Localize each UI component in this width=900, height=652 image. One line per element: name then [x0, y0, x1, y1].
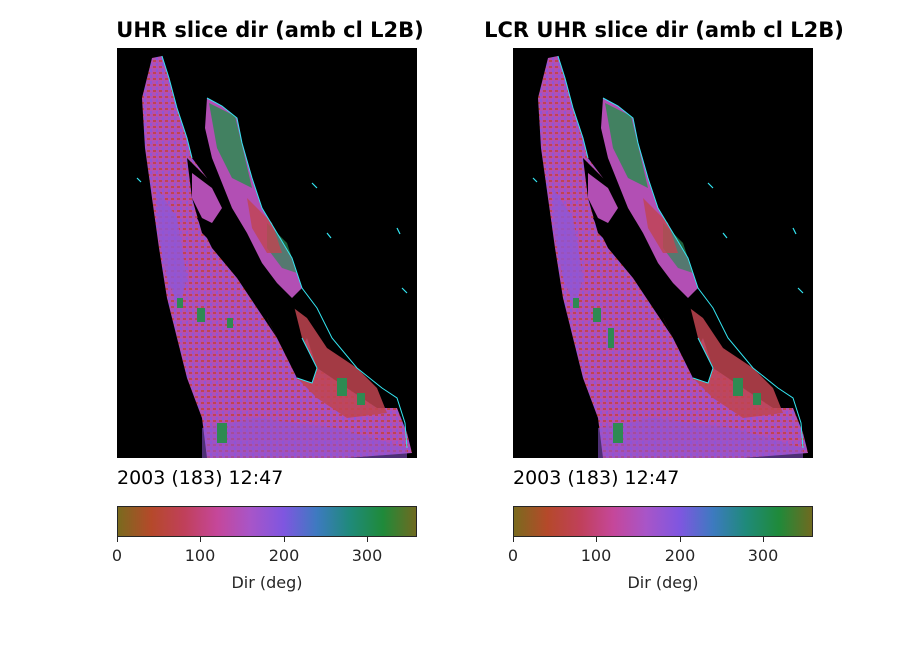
swath-main	[142, 56, 412, 458]
wind-direction-map	[117, 48, 417, 458]
coastline	[161, 55, 408, 449]
map-svg	[136, 55, 412, 458]
colorbar-label: Dir (deg)	[231, 573, 303, 592]
colorbar-tick-label: 200	[268, 546, 300, 565]
timestamp: 2003 (183) 12:47	[513, 467, 680, 489]
colorbar	[117, 506, 417, 537]
panel-title: LCR UHR slice dir (amb cl L2B)	[484, 18, 844, 42]
right-panel: LCR UHR slice dir (amb cl L2B)	[444, 0, 884, 652]
colorbar-tick	[596, 537, 597, 542]
colorbar-tick-label: 100	[580, 546, 612, 565]
colorbar-tick	[763, 537, 764, 542]
gulf-water	[583, 158, 713, 383]
colorbar-tick	[284, 537, 285, 542]
colorbar-tick-label: 0	[507, 546, 519, 565]
swath-main	[538, 56, 808, 458]
colorbar-tick	[117, 537, 118, 542]
timestamp: 2003 (183) 12:47	[117, 467, 284, 489]
colorbar-tick-label: 200	[664, 546, 696, 565]
wind-direction-map	[513, 48, 813, 458]
colorbar-tick-label: 100	[184, 546, 216, 565]
coastline	[557, 55, 804, 449]
colorbar-tick-label: 0	[111, 546, 123, 565]
colorbar-tick	[367, 537, 368, 542]
map-svg	[532, 55, 808, 458]
colorbar-tick	[680, 537, 681, 542]
colorbar-label: Dir (deg)	[627, 573, 699, 592]
panel-title: UHR slice dir (amb cl L2B)	[116, 18, 424, 42]
gulf-water	[187, 158, 317, 383]
colorbar-tick-label: 300	[747, 546, 779, 565]
colorbar-tick	[200, 537, 201, 542]
colorbar-tick	[513, 537, 514, 542]
colorbar	[513, 506, 813, 537]
left-panel: UHR slice dir (amb cl L2B)	[50, 0, 490, 652]
colorbar-tick-label: 300	[351, 546, 383, 565]
